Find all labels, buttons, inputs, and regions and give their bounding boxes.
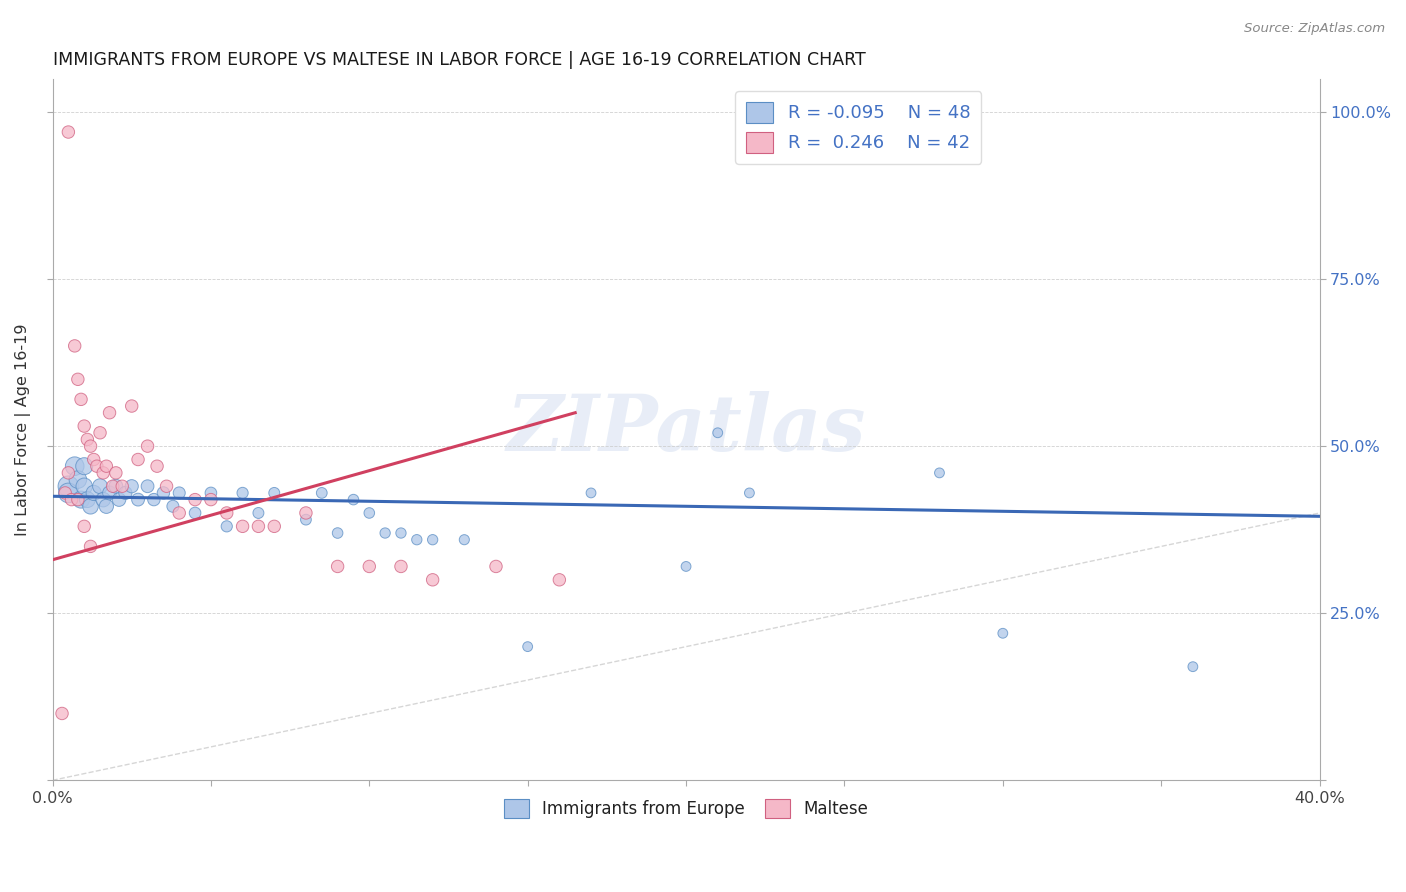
Point xyxy=(263,486,285,500)
Point xyxy=(155,479,177,493)
Point xyxy=(60,492,83,507)
Point xyxy=(101,479,124,493)
Point xyxy=(326,526,349,541)
Point xyxy=(146,459,169,474)
Point xyxy=(121,399,143,413)
Point xyxy=(66,473,89,487)
Point xyxy=(127,492,149,507)
Point xyxy=(548,573,571,587)
Point xyxy=(326,559,349,574)
Point xyxy=(359,559,381,574)
Point xyxy=(485,559,508,574)
Point xyxy=(136,439,159,453)
Point xyxy=(104,466,127,480)
Point xyxy=(167,506,190,520)
Point xyxy=(263,519,285,533)
Point xyxy=(311,486,333,500)
Point xyxy=(79,540,101,554)
Point xyxy=(389,559,412,574)
Point xyxy=(73,519,96,533)
Point xyxy=(86,459,108,474)
Point xyxy=(63,339,86,353)
Point xyxy=(121,479,143,493)
Point xyxy=(1181,659,1204,673)
Point xyxy=(579,486,602,500)
Point xyxy=(374,526,396,541)
Point xyxy=(108,492,131,507)
Point xyxy=(422,533,444,547)
Point xyxy=(405,533,427,547)
Point xyxy=(51,706,73,721)
Point xyxy=(79,500,101,514)
Point xyxy=(232,519,254,533)
Point xyxy=(79,439,101,453)
Point xyxy=(247,506,270,520)
Point xyxy=(70,392,93,407)
Point xyxy=(111,479,134,493)
Point xyxy=(58,125,80,139)
Point xyxy=(76,433,98,447)
Point xyxy=(91,466,114,480)
Point xyxy=(453,533,475,547)
Point xyxy=(73,479,96,493)
Point xyxy=(200,486,222,500)
Point xyxy=(991,626,1014,640)
Point xyxy=(127,452,149,467)
Point xyxy=(200,492,222,507)
Point xyxy=(184,506,207,520)
Point xyxy=(83,486,105,500)
Point xyxy=(89,479,111,493)
Point xyxy=(389,526,412,541)
Point xyxy=(73,459,96,474)
Point xyxy=(184,492,207,507)
Point xyxy=(142,492,165,507)
Point xyxy=(73,419,96,434)
Point xyxy=(706,425,728,440)
Point xyxy=(359,506,381,520)
Point xyxy=(215,506,238,520)
Point xyxy=(66,492,89,507)
Point xyxy=(215,519,238,533)
Point xyxy=(152,486,174,500)
Point xyxy=(516,640,538,654)
Point xyxy=(96,500,118,514)
Point xyxy=(422,573,444,587)
Point xyxy=(98,406,121,420)
Point xyxy=(104,479,127,493)
Point xyxy=(98,486,121,500)
Point xyxy=(928,466,950,480)
Legend: Immigrants from Europe, Maltese: Immigrants from Europe, Maltese xyxy=(498,792,875,824)
Text: ZIPatlas: ZIPatlas xyxy=(506,392,866,467)
Point xyxy=(738,486,761,500)
Point xyxy=(342,492,364,507)
Point xyxy=(295,513,318,527)
Text: IMMIGRANTS FROM EUROPE VS MALTESE IN LABOR FORCE | AGE 16-19 CORRELATION CHART: IMMIGRANTS FROM EUROPE VS MALTESE IN LAB… xyxy=(52,51,865,69)
Point xyxy=(295,506,318,520)
Point xyxy=(83,452,105,467)
Point xyxy=(162,500,184,514)
Point xyxy=(58,466,80,480)
Point xyxy=(89,425,111,440)
Point xyxy=(96,459,118,474)
Point xyxy=(232,486,254,500)
Point xyxy=(136,479,159,493)
Point xyxy=(91,492,114,507)
Point xyxy=(58,486,80,500)
Point xyxy=(675,559,697,574)
Point xyxy=(63,459,86,474)
Point xyxy=(70,492,93,507)
Y-axis label: In Labor Force | Age 16-19: In Labor Force | Age 16-19 xyxy=(15,323,31,536)
Point xyxy=(76,492,98,507)
Point xyxy=(247,519,270,533)
Point xyxy=(58,479,80,493)
Point xyxy=(53,486,76,500)
Point xyxy=(114,486,136,500)
Text: Source: ZipAtlas.com: Source: ZipAtlas.com xyxy=(1244,22,1385,36)
Point xyxy=(167,486,190,500)
Point xyxy=(66,372,89,386)
